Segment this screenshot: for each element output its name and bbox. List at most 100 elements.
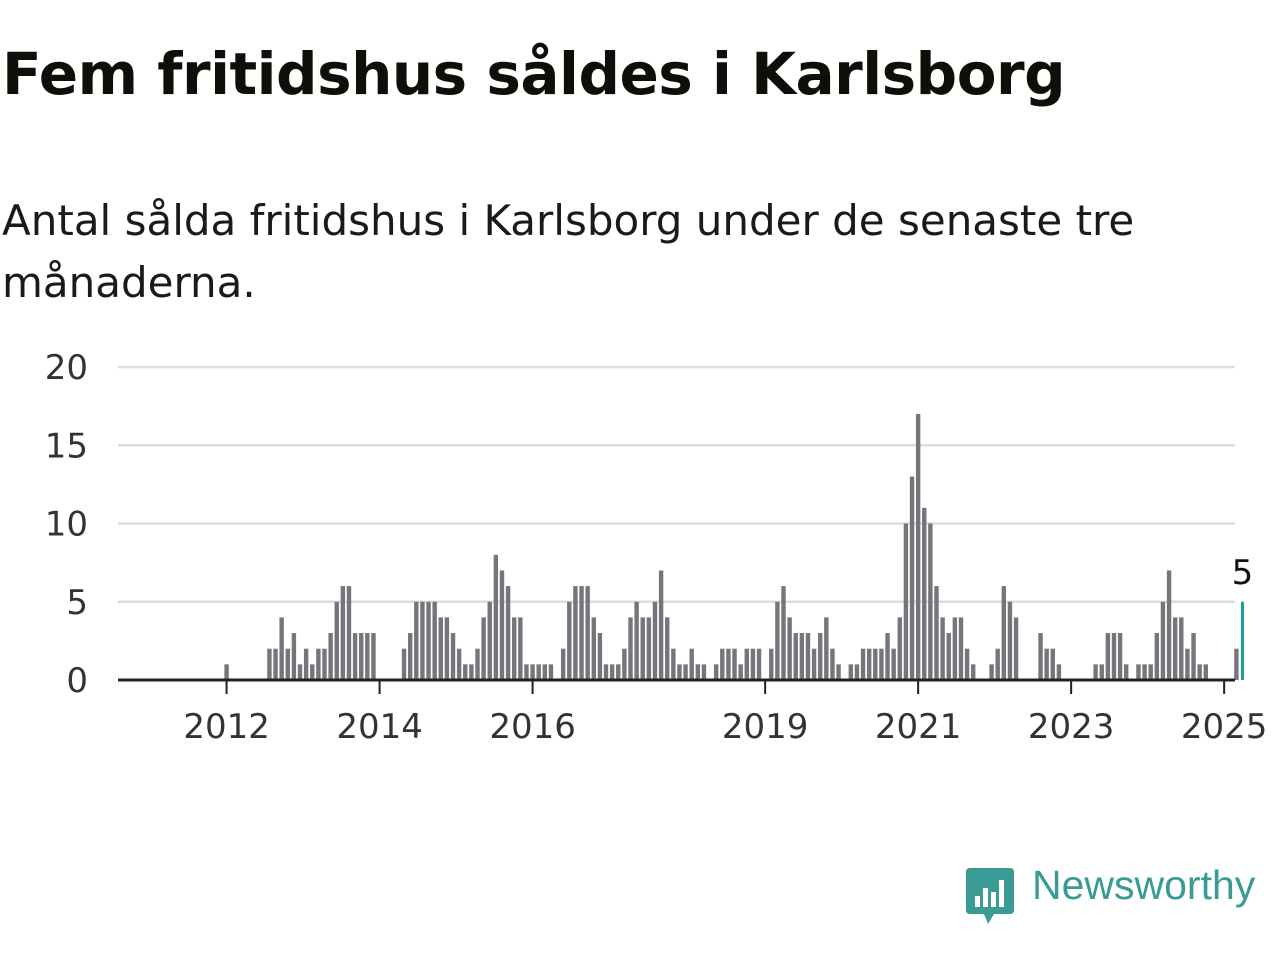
bar	[1111, 633, 1117, 680]
bar	[371, 633, 376, 680]
bar	[463, 664, 468, 680]
bar	[303, 648, 309, 680]
bar	[579, 586, 584, 680]
bar-chart: 0 5 10 15 20 5 2012 2014 2016 2019 2021 2023 2025	[45, 348, 1268, 747]
bar	[671, 648, 676, 680]
bar	[591, 617, 596, 680]
bar	[346, 586, 352, 680]
bar	[628, 617, 633, 680]
bar	[322, 648, 327, 680]
bar	[805, 633, 811, 680]
bar	[646, 617, 652, 680]
bar	[830, 648, 835, 680]
y-tick-label: 0	[66, 661, 88, 701]
bar	[616, 664, 621, 680]
bar	[1136, 664, 1141, 680]
bar	[971, 664, 976, 680]
bar	[487, 601, 492, 680]
bar	[291, 633, 297, 680]
bar	[873, 648, 878, 680]
bar	[634, 601, 639, 680]
brand-name: Newsworthy	[1032, 862, 1256, 908]
bar	[836, 664, 841, 680]
bar	[1013, 617, 1019, 680]
bar	[1044, 648, 1049, 680]
bar	[273, 648, 278, 680]
bar	[1197, 664, 1202, 680]
bar	[499, 570, 505, 680]
bar	[885, 633, 890, 680]
bar	[891, 648, 896, 680]
bar	[328, 633, 333, 680]
bar	[1038, 633, 1043, 680]
bar	[426, 601, 431, 680]
x-tick-label: 2025	[1181, 707, 1268, 747]
bar	[432, 601, 437, 680]
bar	[952, 617, 958, 680]
bar	[946, 633, 951, 680]
bar	[879, 648, 884, 680]
bar	[267, 648, 272, 680]
bar	[720, 648, 725, 680]
bar	[518, 617, 523, 680]
bar	[1172, 617, 1178, 680]
bar	[677, 664, 682, 680]
newsworthy-logo-icon	[966, 868, 1014, 924]
bar	[1050, 648, 1055, 680]
y-tick-label: 15	[45, 426, 88, 466]
bar	[726, 648, 731, 680]
bar	[769, 648, 774, 680]
x-tick-label: 2023	[1028, 707, 1115, 747]
bar	[481, 617, 486, 680]
bar	[359, 633, 364, 680]
bar	[793, 633, 798, 680]
x-tick-label: 2016	[489, 707, 576, 747]
bar	[658, 570, 664, 680]
bar	[818, 633, 823, 680]
bar	[1142, 664, 1147, 680]
bar	[1007, 601, 1013, 680]
bar	[922, 507, 927, 680]
bar	[310, 664, 315, 680]
bar	[701, 664, 707, 680]
bar	[897, 617, 902, 680]
bar	[505, 586, 511, 680]
bar	[1179, 617, 1184, 680]
bar	[1001, 586, 1007, 680]
bar	[824, 617, 829, 680]
bar	[493, 554, 499, 680]
bar	[866, 648, 872, 680]
bar	[1160, 601, 1166, 680]
bar	[1093, 664, 1098, 680]
highlight-value-label: 5	[1232, 553, 1254, 593]
bar	[420, 601, 425, 680]
bar	[512, 617, 517, 680]
bar	[548, 664, 554, 680]
x-tick-label: 2019	[722, 707, 809, 747]
bar	[560, 648, 566, 680]
bar	[407, 633, 413, 680]
bar	[1203, 664, 1208, 680]
bar	[1185, 648, 1190, 680]
bar	[811, 648, 817, 680]
bar	[903, 523, 909, 680]
bar	[1105, 633, 1111, 680]
bar	[640, 617, 645, 680]
bar	[316, 648, 321, 680]
bar	[1234, 648, 1239, 680]
bar	[909, 476, 915, 680]
bar	[573, 586, 578, 680]
bar	[1117, 633, 1123, 680]
bar	[340, 586, 346, 680]
bar	[738, 664, 743, 680]
bar	[689, 648, 694, 680]
bar	[438, 617, 443, 680]
bar	[352, 633, 358, 680]
bar	[1099, 664, 1104, 680]
bar	[365, 633, 370, 680]
bar	[799, 633, 805, 680]
bar	[744, 648, 749, 680]
bar	[915, 413, 921, 680]
bar	[609, 664, 615, 680]
bar	[224, 664, 229, 680]
